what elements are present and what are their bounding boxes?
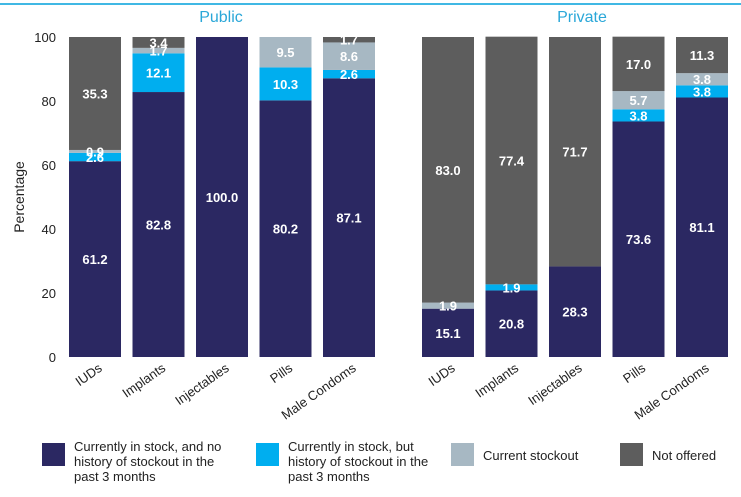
legend-label-current-stockout: Current stockout xyxy=(483,448,579,463)
y-tick-label: 100 xyxy=(34,30,56,45)
data-label: 73.6 xyxy=(626,232,651,247)
data-label: 3.8 xyxy=(629,108,647,123)
y-axis-ticks: 0 20 40 60 80 100 xyxy=(34,30,56,365)
stacked-bar-chart: Public Private Percentage 0 20 40 60 80 100 6… xyxy=(0,3,741,423)
data-label: 1.7 xyxy=(149,44,167,59)
data-label: 1.9 xyxy=(439,299,457,314)
bar-segment-current-stockout xyxy=(69,149,121,153)
data-label: 3.8 xyxy=(693,72,711,87)
legend-item-in-stock-no-history: Currently in stock, and no history of st… xyxy=(42,439,232,484)
bar-segment-in-stock-history xyxy=(612,109,665,122)
data-label: 1.7 xyxy=(340,33,358,48)
bar-segment-current-stockout xyxy=(676,73,728,86)
y-tick-label: 80 xyxy=(42,94,56,109)
data-label: 0.9 xyxy=(86,144,104,159)
bar-segment-current-stockout xyxy=(612,91,665,110)
y-tick-label: 20 xyxy=(42,286,56,301)
bar-segment-current-stockout xyxy=(323,42,375,70)
data-label: 100.0 xyxy=(206,190,239,205)
data-label: 11.3 xyxy=(690,48,715,63)
data-label: 20.8 xyxy=(499,317,524,332)
legend-swatch-not-offered xyxy=(620,443,643,466)
bar-segment-not-offered xyxy=(422,37,474,303)
x-tick-label: Pills xyxy=(267,360,296,386)
data-label: 35.3 xyxy=(82,86,107,101)
bar-segment-in-stock-history xyxy=(259,67,312,101)
x-tick-label: IUDs xyxy=(72,360,105,389)
bar-segment-not-offered xyxy=(549,37,601,267)
data-label: 3.4 xyxy=(149,35,168,50)
x-tick-label: Implants xyxy=(119,360,168,401)
panel-title-public: Public xyxy=(199,9,243,26)
bar-segment-in-stock-history xyxy=(676,85,728,98)
bar-segment-in-stock-no-history xyxy=(422,308,474,357)
bar-segment-not-offered xyxy=(323,37,375,43)
bar-segment-in-stock-no-history xyxy=(612,121,665,357)
legend: Currently in stock, and no history of st… xyxy=(0,437,741,497)
legend-swatch-in-stock-history xyxy=(256,443,279,466)
data-label: 28.3 xyxy=(562,305,587,320)
data-label: 17.0 xyxy=(626,57,651,72)
bar-segment-in-stock-history xyxy=(323,69,375,79)
data-label: 83.0 xyxy=(435,163,460,178)
bar-segment-in-stock-no-history xyxy=(676,97,728,357)
data-label: 80.2 xyxy=(273,222,298,237)
data-label: 8.6 xyxy=(340,49,358,64)
y-axis-label: Percentage xyxy=(11,161,27,233)
legend-label-in-stock-no-history: Currently in stock, and no history of st… xyxy=(74,439,222,484)
bar-segment-in-stock-no-history xyxy=(196,37,248,357)
bar-segment-not-offered xyxy=(485,36,538,285)
x-tick-label: Injectables xyxy=(172,360,232,408)
x-tick-label: Implants xyxy=(472,360,521,401)
bar-segment-not-offered xyxy=(676,37,728,74)
bar-segment-in-stock-history xyxy=(485,284,538,291)
data-label: 3.8 xyxy=(693,84,711,99)
bar-segment-in-stock-no-history xyxy=(259,100,312,358)
data-label: 5.7 xyxy=(629,93,647,108)
legend-swatch-in-stock-no-history xyxy=(42,443,65,466)
bar-segment-in-stock-no-history xyxy=(323,78,375,357)
bar-segment-in-stock-history xyxy=(69,152,121,162)
bar-segment-current-stockout xyxy=(422,302,474,309)
legend-item-in-stock-history: Currently in stock, but history of stock… xyxy=(256,439,436,484)
data-label: 81.1 xyxy=(689,220,714,235)
y-tick-label: 0 xyxy=(49,350,56,365)
bar-segment-in-stock-no-history xyxy=(549,266,601,357)
bar-segment-in-stock-no-history xyxy=(69,161,121,357)
legend-label-in-stock-history: Currently in stock, but history of stock… xyxy=(288,439,429,484)
legend-item-not-offered: Not offered xyxy=(620,439,740,466)
x-tick-label: IUDs xyxy=(425,360,458,389)
y-tick-label: 40 xyxy=(42,222,56,237)
data-label: 71.7 xyxy=(562,145,587,160)
data-label: 87.1 xyxy=(336,211,361,226)
bar-stacks: 61.22.60.935.382.812.11.73.4100.080.210.… xyxy=(69,33,728,358)
data-label: 2.6 xyxy=(86,150,104,165)
data-label: 77.4 xyxy=(499,154,525,169)
data-label: 9.5 xyxy=(276,45,294,60)
bar-segment-current-stockout xyxy=(132,47,185,54)
legend-label-not-offered: Not offered xyxy=(652,448,717,463)
bar-segment-in-stock-history xyxy=(132,53,185,93)
bar-segment-in-stock-no-history xyxy=(132,92,185,357)
legend-item-current-stockout: Current stockout xyxy=(451,439,601,466)
data-label: 82.8 xyxy=(146,218,171,233)
data-label: 61.2 xyxy=(82,252,107,267)
x-tick-label: Pills xyxy=(620,360,649,386)
data-label: 2.6 xyxy=(340,67,358,82)
data-label: 15.1 xyxy=(435,326,460,341)
x-tick-label: Injectables xyxy=(525,360,585,408)
bar-segment-not-offered xyxy=(612,36,665,92)
bar-segment-in-stock-no-history xyxy=(485,290,538,357)
bar-segment-not-offered xyxy=(69,37,121,150)
panel-title-private: Private xyxy=(557,9,607,26)
legend-swatch-current-stockout xyxy=(451,443,474,466)
y-tick-label: 60 xyxy=(42,158,56,173)
bar-segment-not-offered xyxy=(132,37,185,48)
data-label: 1.9 xyxy=(502,280,520,295)
data-label: 10.3 xyxy=(273,77,298,92)
bar-segment-current-stockout xyxy=(259,37,312,68)
data-label: 12.1 xyxy=(146,66,171,81)
